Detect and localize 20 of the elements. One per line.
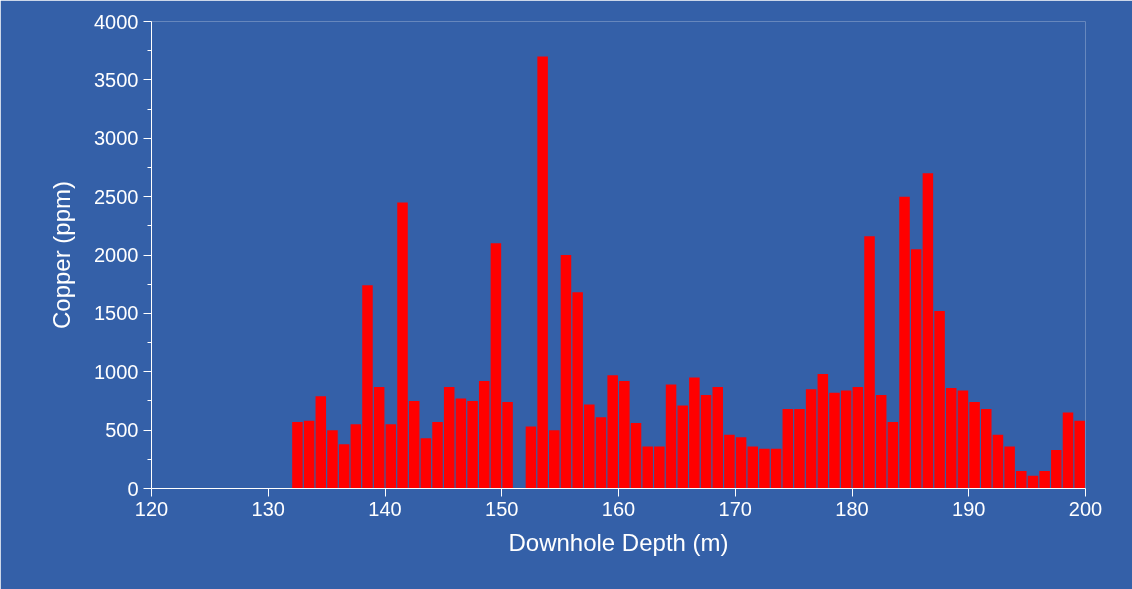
y-tick-label: 3000: [94, 127, 139, 150]
y-tick-label: 0: [127, 477, 139, 500]
x-tick-label: 140: [368, 497, 402, 520]
y-tick-label: 2500: [94, 185, 139, 208]
x-tick-label: 200: [1068, 497, 1103, 520]
x-tick-label: 170: [718, 497, 752, 520]
x-tick-label: 120: [134, 497, 169, 520]
y-axis-title: Copper (ppm): [48, 180, 76, 330]
y-tick-label: 500: [105, 419, 139, 442]
y-tick-label: 1500: [94, 302, 139, 325]
x-tick-label: 190: [952, 497, 986, 520]
y-tick-label: 3500: [94, 68, 139, 91]
x-axis-title: Downhole Depth (m): [508, 528, 729, 556]
y-tick-label: 2000: [94, 244, 139, 266]
x-tick-label: 130: [251, 497, 285, 520]
x-tick-label: 160: [601, 497, 636, 520]
y-tick-label: 4000: [94, 10, 139, 33]
x-tick-label: 180: [835, 497, 869, 520]
x-tick-label: 150: [485, 497, 519, 520]
y-tick-label: 1000: [94, 360, 139, 383]
